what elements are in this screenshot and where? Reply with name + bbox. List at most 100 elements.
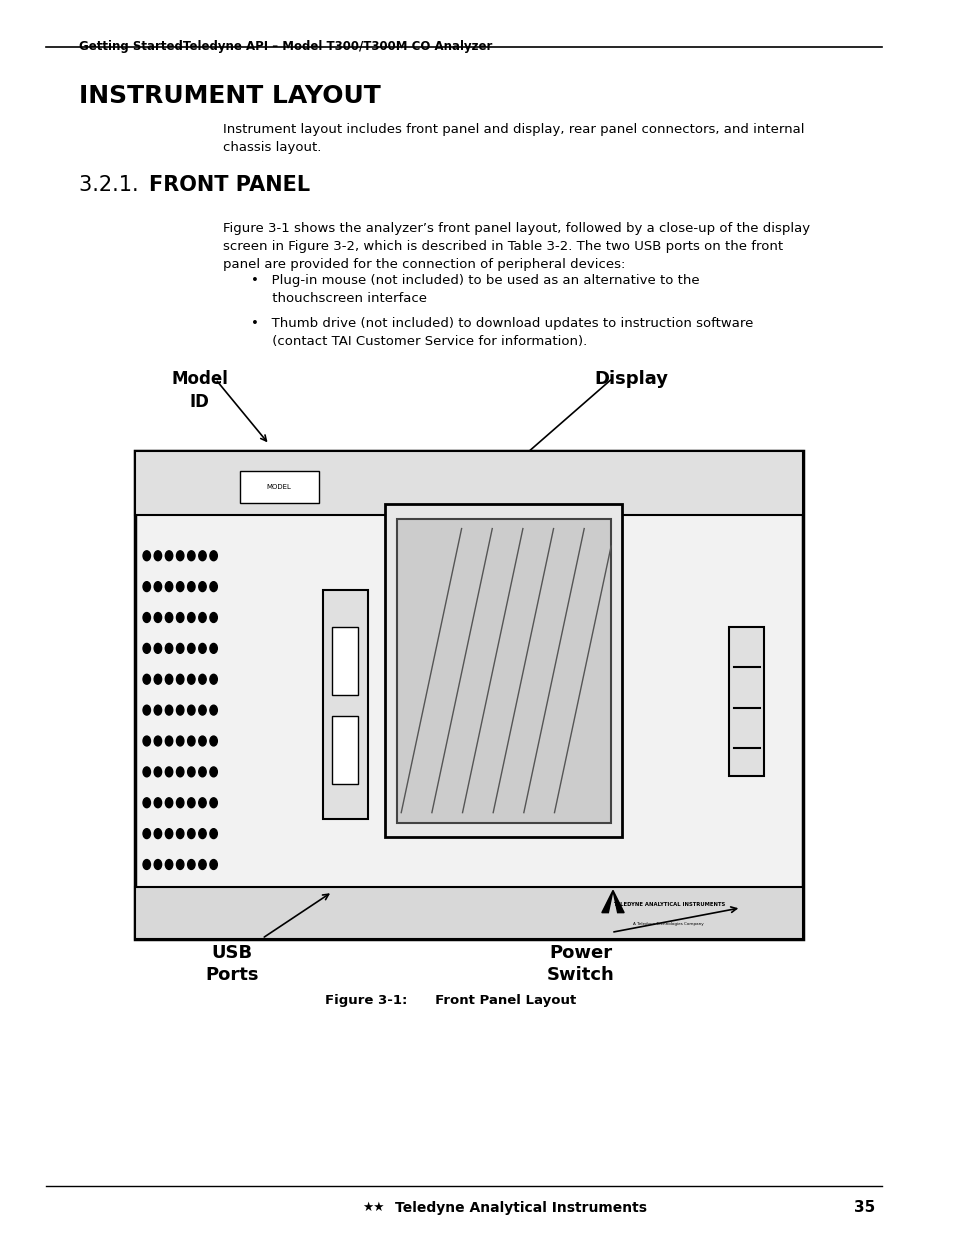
Circle shape xyxy=(143,736,151,746)
Bar xyxy=(332,716,357,784)
Bar xyxy=(134,451,802,515)
Circle shape xyxy=(210,613,217,622)
Circle shape xyxy=(143,643,151,653)
Bar xyxy=(134,451,802,939)
Circle shape xyxy=(154,551,161,561)
Circle shape xyxy=(165,674,172,684)
Circle shape xyxy=(154,860,161,869)
Circle shape xyxy=(154,643,161,653)
Text: FRONT PANEL: FRONT PANEL xyxy=(149,175,310,195)
Text: Getting StartedTeledyne API – Model T300/T300M CO Analyzer: Getting StartedTeledyne API – Model T300… xyxy=(79,40,492,53)
Text: Model
ID: Model ID xyxy=(172,370,228,411)
Circle shape xyxy=(188,643,194,653)
Circle shape xyxy=(176,705,184,715)
Circle shape xyxy=(188,551,194,561)
Circle shape xyxy=(188,582,194,592)
Text: INSTRUMENT LAYOUT: INSTRUMENT LAYOUT xyxy=(79,84,380,107)
Circle shape xyxy=(154,798,161,808)
Circle shape xyxy=(154,582,161,592)
Circle shape xyxy=(210,643,217,653)
Circle shape xyxy=(210,860,217,869)
Bar xyxy=(728,627,763,776)
Circle shape xyxy=(143,798,151,808)
Circle shape xyxy=(198,860,206,869)
Circle shape xyxy=(210,551,217,561)
Circle shape xyxy=(176,674,184,684)
Text: A Teledyne Technologies Company: A Teledyne Technologies Company xyxy=(633,923,703,926)
Circle shape xyxy=(143,613,151,622)
Circle shape xyxy=(143,582,151,592)
Circle shape xyxy=(210,736,217,746)
Text: •   Plug-in mouse (not included) to be used as an alternative to the
     thouch: • Plug-in mouse (not included) to be use… xyxy=(251,274,699,305)
Circle shape xyxy=(165,736,172,746)
Circle shape xyxy=(188,705,194,715)
Circle shape xyxy=(165,829,172,839)
Circle shape xyxy=(176,551,184,561)
Bar xyxy=(332,627,357,695)
Text: •   Thumb drive (not included) to download updates to instruction software
     : • Thumb drive (not included) to download… xyxy=(251,317,752,348)
Text: USB
Ports: USB Ports xyxy=(205,944,258,984)
Circle shape xyxy=(210,767,217,777)
Circle shape xyxy=(154,767,161,777)
Circle shape xyxy=(198,674,206,684)
Circle shape xyxy=(143,860,151,869)
Circle shape xyxy=(154,736,161,746)
Circle shape xyxy=(188,798,194,808)
Circle shape xyxy=(210,829,217,839)
Circle shape xyxy=(198,582,206,592)
Circle shape xyxy=(198,798,206,808)
Circle shape xyxy=(210,582,217,592)
Text: ★★: ★★ xyxy=(362,1202,384,1214)
Circle shape xyxy=(143,705,151,715)
Circle shape xyxy=(188,736,194,746)
Polygon shape xyxy=(613,890,623,913)
Circle shape xyxy=(165,582,172,592)
Bar xyxy=(396,519,611,823)
Circle shape xyxy=(176,767,184,777)
Circle shape xyxy=(176,613,184,622)
Circle shape xyxy=(188,674,194,684)
Circle shape xyxy=(154,705,161,715)
Circle shape xyxy=(176,736,184,746)
Bar xyxy=(323,590,368,819)
Circle shape xyxy=(188,613,194,622)
Circle shape xyxy=(210,674,217,684)
Circle shape xyxy=(165,705,172,715)
Bar xyxy=(134,887,802,939)
Circle shape xyxy=(165,860,172,869)
Circle shape xyxy=(165,613,172,622)
Circle shape xyxy=(154,829,161,839)
Circle shape xyxy=(176,582,184,592)
Circle shape xyxy=(165,643,172,653)
Circle shape xyxy=(176,798,184,808)
Circle shape xyxy=(154,613,161,622)
Text: Instrument layout includes front panel and display, rear panel connectors, and i: Instrument layout includes front panel a… xyxy=(223,124,803,154)
Polygon shape xyxy=(601,890,613,913)
Text: Teledyne Analytical Instruments: Teledyne Analytical Instruments xyxy=(395,1200,646,1215)
Circle shape xyxy=(176,643,184,653)
Circle shape xyxy=(165,767,172,777)
Circle shape xyxy=(210,705,217,715)
Text: Figure 3-1:      Front Panel Layout: Figure 3-1: Front Panel Layout xyxy=(325,994,576,1008)
Text: Display: Display xyxy=(594,370,668,389)
Circle shape xyxy=(143,551,151,561)
Circle shape xyxy=(188,860,194,869)
Circle shape xyxy=(198,643,206,653)
Bar xyxy=(239,471,318,503)
Circle shape xyxy=(188,767,194,777)
Circle shape xyxy=(143,829,151,839)
Bar xyxy=(385,504,621,837)
Circle shape xyxy=(198,767,206,777)
Text: TELEDYNE ANALYTICAL INSTRUMENTS: TELEDYNE ANALYTICAL INSTRUMENTS xyxy=(612,903,724,908)
Circle shape xyxy=(210,798,217,808)
Circle shape xyxy=(165,551,172,561)
Text: Figure 3-1 shows the analyzer’s front panel layout, followed by a close-up of th: Figure 3-1 shows the analyzer’s front pa… xyxy=(223,222,809,272)
Circle shape xyxy=(176,829,184,839)
Text: MODEL: MODEL xyxy=(267,484,292,489)
Text: Power
Switch: Power Switch xyxy=(546,944,614,984)
Circle shape xyxy=(198,736,206,746)
Circle shape xyxy=(198,613,206,622)
Circle shape xyxy=(188,829,194,839)
Circle shape xyxy=(176,860,184,869)
Circle shape xyxy=(198,551,206,561)
